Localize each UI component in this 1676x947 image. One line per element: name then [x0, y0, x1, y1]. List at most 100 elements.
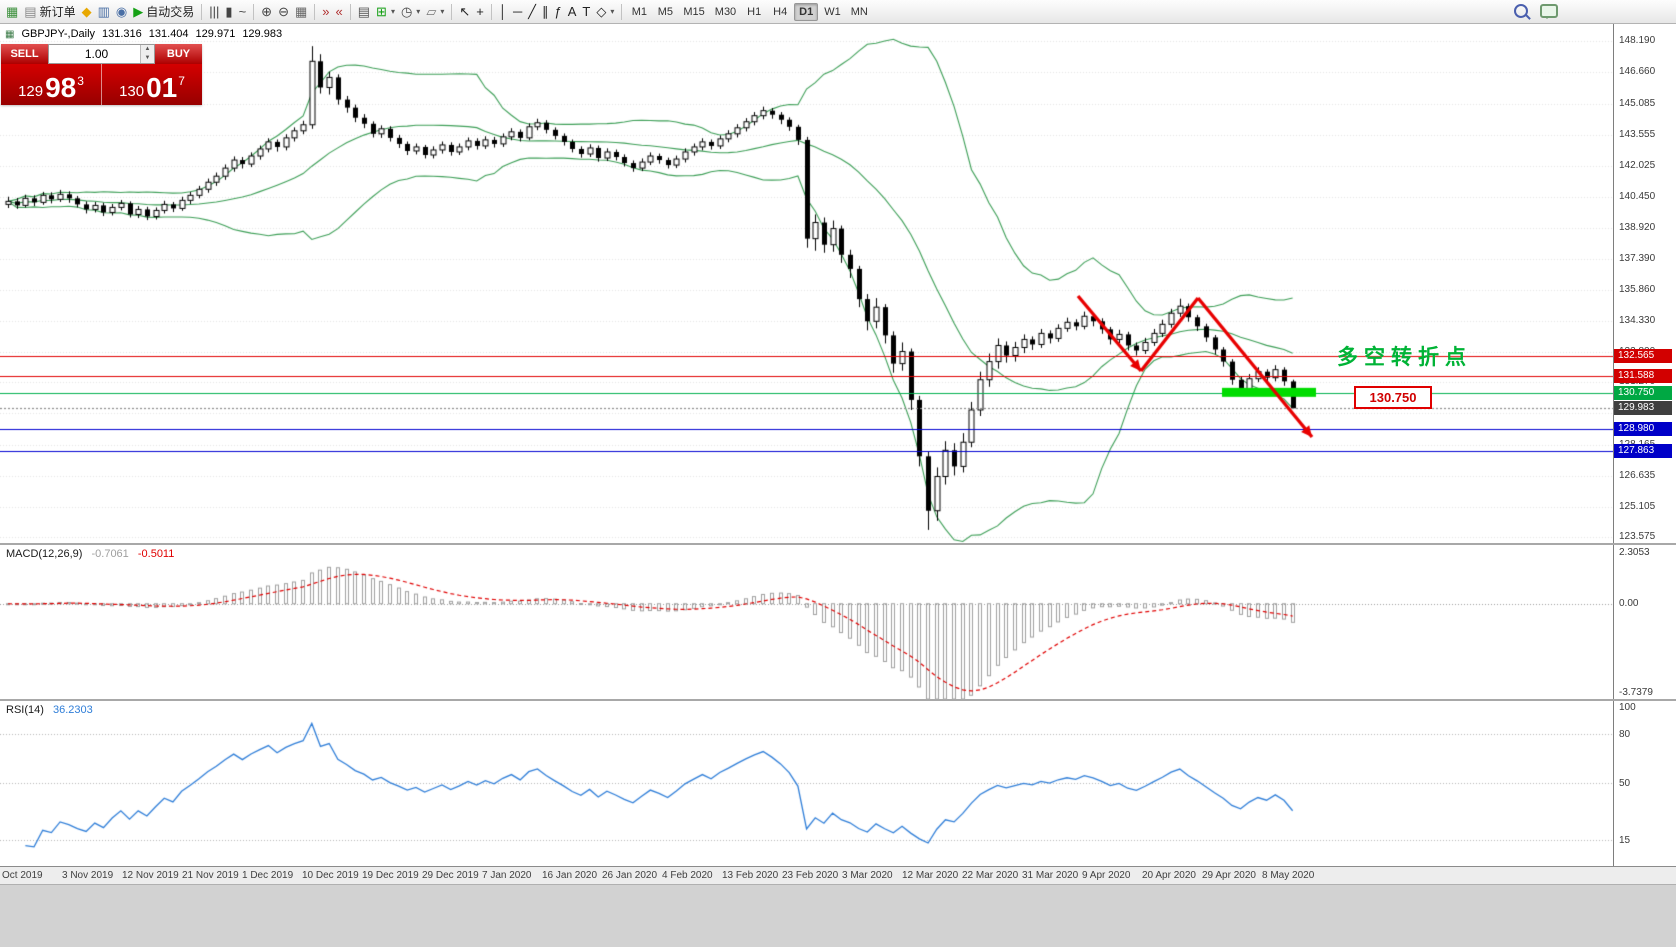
volume-decrease-button[interactable]: ▼: [141, 54, 154, 63]
macd-scale-min: -3.7379: [1619, 687, 1653, 698]
panel-splitter[interactable]: [0, 699, 1676, 701]
cursor-icon[interactable]: ↖: [456, 2, 473, 22]
vertical-line-icon[interactable]: │: [496, 2, 510, 22]
price-tag: 128.980: [1614, 421, 1672, 436]
navigator-icon: ◉: [115, 4, 128, 19]
new-order-button-label: 新订单: [39, 5, 76, 19]
candlestick-chart-icon[interactable]: ▮: [222, 2, 235, 22]
crosshair-icon[interactable]: +: [473, 2, 487, 22]
horizontal-line-icon[interactable]: ─: [510, 2, 525, 22]
bar-chart-icon[interactable]: |||: [206, 2, 222, 22]
time-axis-label: Oct 2019: [2, 870, 43, 881]
time-axis-label: 10 Dec 2019: [302, 870, 359, 881]
autoscroll-icon: »: [322, 4, 330, 19]
time-axis-label: 3 Nov 2019: [62, 870, 114, 881]
text-icon[interactable]: A: [565, 2, 580, 22]
trendline-icon[interactable]: ╱: [525, 2, 539, 22]
toolbar-right: [1514, 4, 1558, 19]
toolbar-separator: [253, 3, 255, 20]
grid-icon[interactable]: ▦: [292, 2, 310, 22]
macd-chart-canvas[interactable]: [0, 545, 1613, 699]
new-order-icon: ▤: [24, 4, 37, 19]
zoom-in-icon[interactable]: ⊕: [258, 2, 275, 22]
new-window-icon[interactable]: ▤: [355, 2, 373, 22]
bar-chart-icon: |||: [209, 4, 220, 19]
price-scale-label: 134.330: [1619, 314, 1656, 326]
zoom-out-icon[interactable]: ⊖: [275, 2, 292, 22]
timeframe-w1[interactable]: W1: [824, 5, 841, 18]
market-watch-icon: ◆: [81, 4, 92, 19]
main-chart-canvas[interactable]: [0, 24, 1613, 543]
macd-scale-zero: 0.00: [1619, 597, 1639, 609]
volume-stepper: ▲ ▼: [140, 45, 154, 63]
autotrade-button[interactable]: ▶ 自动交易: [130, 2, 197, 22]
timeframe-m5[interactable]: M5: [657, 5, 674, 18]
chevron-down-icon: ▾: [440, 7, 445, 16]
timeframe-m30[interactable]: M30: [714, 5, 737, 18]
time-axis-label: 19 Dec 2019: [362, 870, 419, 881]
data-window-icon: ▥: [97, 4, 110, 19]
timeframe-m15[interactable]: M15: [683, 5, 705, 18]
chat-icon[interactable]: [1540, 4, 1558, 19]
price-scale-label: 148.190: [1619, 35, 1656, 47]
rsi-chart-canvas[interactable]: [0, 701, 1613, 865]
search-icon[interactable]: [1514, 4, 1528, 18]
rsi-scale-label: 50: [1619, 778, 1631, 789]
label-icon[interactable]: T: [579, 2, 593, 22]
toolbar-separator: [314, 3, 316, 20]
buy-button[interactable]: BUY: [155, 44, 202, 64]
time-axis-label: 1 Dec 2019: [242, 870, 294, 881]
toolbar: ▦ ▤ 新订单 ◆ ▥ ◉ ▶ 自动交易 ||| ▮ ~ ⊕ ⊖ ▦» «▤ ⊞ ▾ ◷ ▾ ▱ ▾ ↖ + │ ─ ╱ ∥ ƒ A T ◇…: [0, 0, 1676, 24]
time-axis-label: 3 Mar 2020: [842, 870, 893, 881]
price-scale-label: 146.660: [1619, 66, 1656, 78]
new-window-icon: ▤: [357, 4, 371, 19]
time-axis-label: 29 Apr 2020: [1202, 870, 1256, 881]
new-order-button[interactable]: ▤ 新订单: [21, 2, 78, 22]
chart-shift-icon[interactable]: «: [333, 2, 346, 22]
cursor-icon: ↖: [459, 4, 471, 19]
time-axis-label: 23 Feb 2020: [782, 870, 839, 881]
symbol-info: ▦ GBPJPY-,Daily 131.316 131.404 129.971 …: [5, 28, 282, 40]
macd-scale-max: 2.3053: [1619, 547, 1650, 558]
market-watch-icon[interactable]: ◆: [79, 2, 95, 22]
sell-button[interactable]: SELL: [1, 44, 48, 64]
price-axis[interactable]: 2.3053 0.00 -3.7379 148.190 146.660 145.08…: [1613, 24, 1676, 866]
volume-input[interactable]: [49, 46, 154, 62]
timeframe-mn[interactable]: MN: [850, 5, 868, 18]
timeframe-h1[interactable]: H1: [747, 5, 762, 18]
panel-splitter[interactable]: [0, 543, 1676, 545]
line-chart-icon[interactable]: ~: [236, 2, 250, 22]
periods-button[interactable]: ◷ ▾: [398, 2, 423, 22]
window-background: [0, 884, 1676, 947]
autoscroll-icon[interactable]: »: [319, 2, 332, 22]
horizontal-line-icon: ─: [512, 4, 523, 19]
time-axis-label: 7 Jan 2020: [482, 870, 532, 881]
price-tag: 130.750: [1614, 385, 1672, 400]
bid-price[interactable]: 129 98 3: [1, 64, 102, 105]
timeframe-d1[interactable]: D1: [794, 2, 819, 21]
time-axis[interactable]: Oct 2019 3 Nov 2019 12 Nov 2019 21 Nov 2019…: [0, 866, 1676, 884]
fibonacci-icon[interactable]: ƒ: [552, 2, 565, 22]
chart-window-icon[interactable]: ▦: [3, 2, 21, 22]
volume-increase-button[interactable]: ▲: [141, 45, 154, 54]
text-icon: A: [567, 4, 577, 19]
macd-label: MACD(12,26,9) -0.7061 -0.5011: [6, 548, 175, 560]
chart-window-icon: ▦: [6, 4, 19, 19]
timeframe-h4[interactable]: H4: [773, 5, 788, 18]
channel-icon[interactable]: ∥: [539, 2, 552, 22]
support-price-label: 130.750: [1354, 386, 1432, 409]
data-window-icon[interactable]: ▥: [95, 2, 113, 22]
rsi-scale-label: 100: [1619, 702, 1636, 713]
time-axis-label: 9 Apr 2020: [1082, 870, 1131, 881]
ask-price[interactable]: 130 01 7: [119, 72, 185, 104]
price-scale-label: 137.390: [1619, 253, 1656, 264]
price-scale-label: 126.635: [1619, 469, 1656, 481]
templates-button[interactable]: ▱ ▾: [423, 2, 447, 22]
price-tag: 132.565: [1614, 349, 1672, 364]
shapes-icon[interactable]: ◇ ▾: [593, 2, 617, 22]
price-tag: 131.588: [1614, 368, 1672, 383]
navigator-icon[interactable]: ◉: [113, 2, 130, 22]
time-axis-label: 8 May 2020: [1262, 870, 1315, 881]
indicators-button[interactable]: ⊞ ▾: [373, 2, 398, 22]
timeframe-m1[interactable]: M1: [631, 5, 648, 18]
